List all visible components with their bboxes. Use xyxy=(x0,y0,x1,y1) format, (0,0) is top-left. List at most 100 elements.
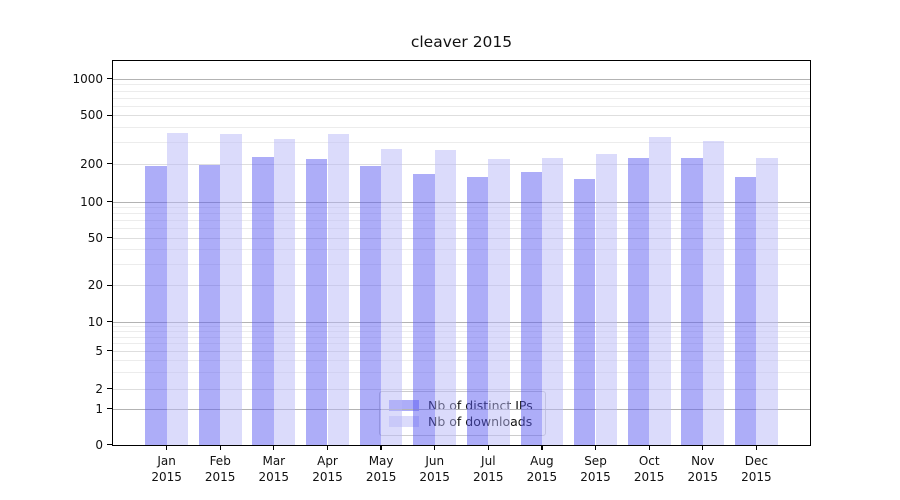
gridline-minor xyxy=(113,220,810,222)
gridline-major xyxy=(113,321,810,323)
x-tick-month: Jun xyxy=(425,454,445,468)
x-axis-tick-mark xyxy=(594,445,597,450)
y-axis-tick-mark xyxy=(107,163,113,165)
gridline-minor xyxy=(113,359,810,361)
x-axis-tick-mark xyxy=(380,445,382,450)
y-axis-tick-mark xyxy=(107,444,113,446)
gridline-minor xyxy=(113,97,810,99)
x-tick-year: 2015 xyxy=(365,470,397,484)
x-axis-tick-label-jan: Jan 2015 xyxy=(135,453,199,485)
y-axis-tick-label: 10 xyxy=(87,314,103,329)
gridline-major xyxy=(113,388,810,390)
x-axis-tick-mark xyxy=(219,445,221,450)
gridline-minor xyxy=(113,207,810,209)
gridline-major xyxy=(113,285,810,287)
bar-downloads-jun xyxy=(434,149,457,445)
y-axis-tick-label: 20 xyxy=(87,278,103,293)
x-tick-month: Jan xyxy=(157,454,176,468)
gridline-minor xyxy=(113,326,810,328)
x-tick-year: 2015 xyxy=(741,470,772,484)
x-axis-tick-mark xyxy=(326,445,329,450)
bar-distinct-ips-aug xyxy=(520,172,542,445)
y-axis-tick-label: 1000 xyxy=(72,71,103,86)
x-tick-year: 2015 xyxy=(473,470,504,484)
gridline-minor xyxy=(113,249,810,251)
x-tick-year: 2015 xyxy=(526,470,558,484)
bar-downloads-sep xyxy=(595,154,617,445)
bar-downloads-nov xyxy=(702,141,725,445)
x-tick-month: Mar xyxy=(262,454,286,468)
gridline-major xyxy=(113,163,810,165)
x-tick-month: May xyxy=(368,454,394,468)
x-tick-year: 2015 xyxy=(204,470,236,484)
x-axis-tick-label-jul: Jul 2015 xyxy=(456,453,520,485)
x-axis-tick-mark xyxy=(273,445,275,450)
x-tick-month: Sep xyxy=(584,454,607,468)
bar-distinct-ips-nov xyxy=(681,157,703,445)
x-axis-tick-label-oct: Oct 2015 xyxy=(617,453,681,485)
x-axis-tick-mark xyxy=(702,445,704,450)
gridline-major xyxy=(113,115,810,117)
x-tick-year: 2015 xyxy=(419,470,450,484)
y-axis-tick-mark xyxy=(107,201,113,203)
legend-swatch-distinct-ips xyxy=(389,399,419,411)
bar-downloads-feb xyxy=(220,134,242,445)
bar-downloads-oct xyxy=(649,137,671,445)
x-tick-year: 2015 xyxy=(687,470,719,484)
x-tick-month: Aug xyxy=(530,454,554,468)
bar-downloads-aug xyxy=(541,157,564,445)
x-axis-tick-label-feb: Feb 2015 xyxy=(188,453,252,485)
gridline-minor xyxy=(113,90,810,92)
x-tick-month: Feb xyxy=(209,454,231,468)
plot-area: Nb of distinct IPs Nb of downloads xyxy=(113,61,810,445)
x-axis-tick-label-dec: Dec 2015 xyxy=(724,453,788,485)
bar-distinct-ips-feb xyxy=(198,164,221,445)
x-axis-tick-mark xyxy=(165,445,168,450)
y-axis-tick-label: 2 xyxy=(95,381,103,396)
y-axis-tick-label: 0 xyxy=(95,437,103,452)
bar-distinct-ips-dec xyxy=(735,177,757,445)
y-axis-tick-mark xyxy=(107,78,113,80)
gridline-major xyxy=(113,350,810,352)
gridline-minor xyxy=(113,142,810,144)
gridline-minor xyxy=(113,371,810,373)
gridline-minor xyxy=(113,336,810,338)
x-tick-year: 2015 xyxy=(258,470,290,484)
x-axis-tick-label-may: May 2015 xyxy=(349,453,413,485)
bar-downloads-mar xyxy=(273,138,296,445)
x-tick-year: 2015 xyxy=(151,470,182,484)
gridline-minor xyxy=(113,127,810,129)
y-axis-tick-mark xyxy=(107,321,113,323)
legend-row-distinct-ips: Nb of distinct IPs xyxy=(389,398,536,413)
y-axis-tick-mark xyxy=(107,284,113,286)
x-tick-year: 2015 xyxy=(312,470,343,484)
x-tick-month: Apr xyxy=(317,454,338,468)
x-axis-tick-mark xyxy=(541,445,543,450)
bar-distinct-ips-jul xyxy=(466,177,489,445)
y-axis-tick-mark xyxy=(107,350,113,352)
bar-downloads-dec xyxy=(756,158,778,445)
y-axis-tick-label: 200 xyxy=(80,156,103,171)
bar-distinct-ips-jan xyxy=(145,165,167,445)
bar-distinct-ips-apr xyxy=(306,158,328,445)
x-axis-tick-label-aug: Aug 2015 xyxy=(510,453,574,485)
x-axis-tick-label-apr: Apr 2015 xyxy=(296,453,360,485)
chart-title: cleaver 2015 xyxy=(410,33,513,51)
x-tick-year: 2015 xyxy=(580,470,611,484)
y-axis-tick-label: 50 xyxy=(87,230,103,245)
gridline-minor xyxy=(113,105,810,107)
bar-downloads-may xyxy=(381,148,403,445)
gridline-major xyxy=(113,408,810,410)
x-axis-tick-label-sep: Sep 2015 xyxy=(564,453,628,485)
x-axis-tick-label-mar: Mar 2015 xyxy=(242,453,306,485)
y-axis-tick-label: 500 xyxy=(80,108,103,123)
legend-row-downloads: Nb of downloads xyxy=(389,414,536,429)
y-axis-tick-label: 100 xyxy=(80,194,103,209)
bar-downloads-apr xyxy=(327,133,349,445)
x-axis-tick-mark xyxy=(648,445,650,450)
bar-downloads-jan xyxy=(166,133,188,445)
bar-distinct-ips-jun xyxy=(413,173,435,445)
bar-distinct-ips-may xyxy=(359,165,382,445)
x-axis-tick-mark xyxy=(755,445,758,450)
